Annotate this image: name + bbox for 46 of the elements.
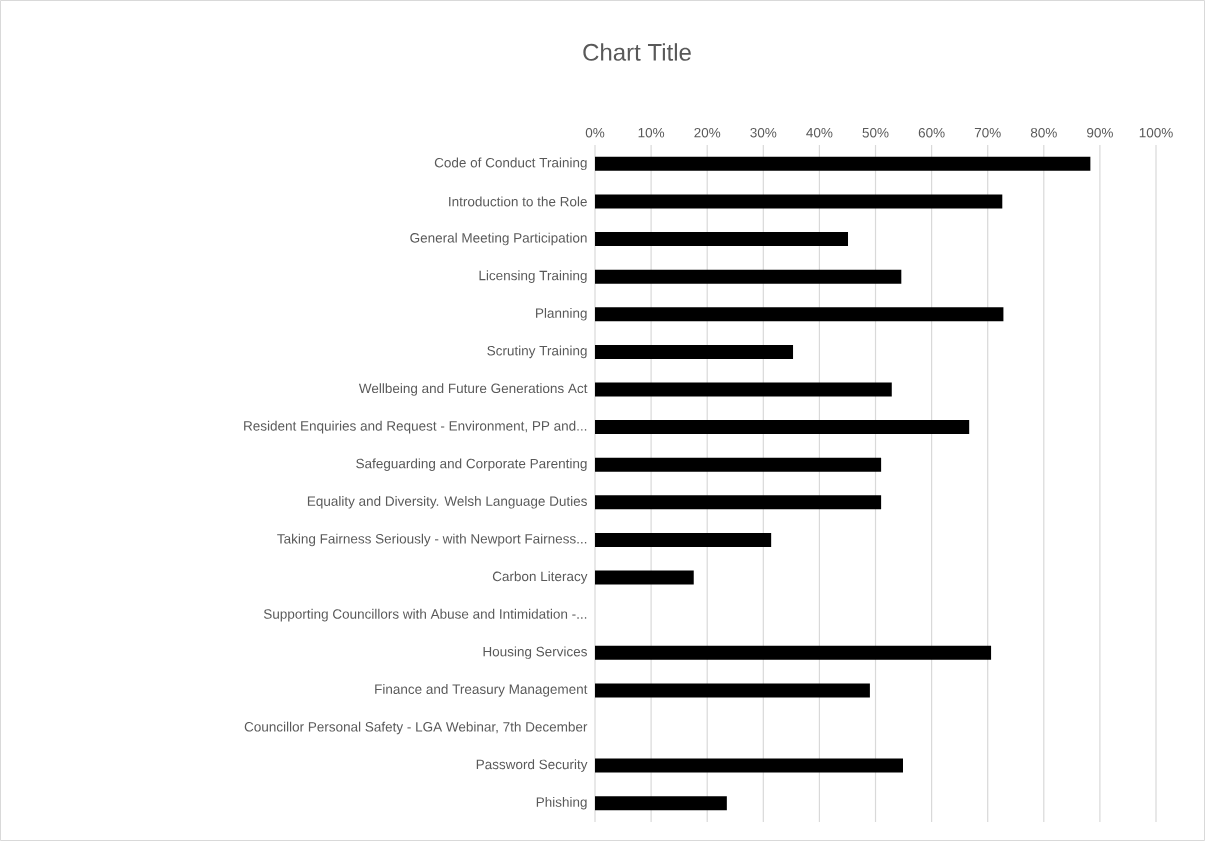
bar xyxy=(595,495,882,510)
x-tick-label: 0% xyxy=(585,127,605,138)
y-tick-label: Equality and Diversity. Welsh Language Duties xyxy=(307,496,587,509)
bar xyxy=(595,796,727,811)
y-tick-label: Planning xyxy=(536,307,587,321)
y-tick-label: General Meeting Participation xyxy=(410,232,587,246)
bar xyxy=(595,570,694,585)
bar xyxy=(595,758,903,773)
x-tick-label: 40% xyxy=(806,127,833,138)
bar xyxy=(595,194,1003,209)
y-tick-label: Taking Fairness Seriously - with Newport Fairness... xyxy=(277,533,587,547)
x-tick-label: 80% xyxy=(1030,127,1057,138)
y-tick-label: Licensing Training xyxy=(479,270,587,283)
x-tick-label: 60% xyxy=(918,127,945,138)
bar xyxy=(595,683,870,698)
bar xyxy=(595,344,794,359)
y-tick-label: Code of Conduct Training xyxy=(434,157,587,171)
x-tick-label: 20% xyxy=(694,127,721,138)
y-tick-label: Wellbeing and Future Generations Act xyxy=(358,383,588,396)
bar xyxy=(595,645,992,660)
y-tick-label: Introduction to the Role xyxy=(449,196,587,207)
y-tick-label: Scrutiny Training xyxy=(487,345,587,359)
x-tick-label: 30% xyxy=(750,127,777,138)
bar xyxy=(595,156,1091,171)
y-tick-label: Password Security xyxy=(476,759,588,772)
y-tick-label: Carbon Literacy xyxy=(492,571,588,584)
bar xyxy=(595,382,892,397)
x-tick-label: 50% xyxy=(862,127,889,138)
y-tick-label: Resident Enquiries and Request - Environment, PP and... xyxy=(244,420,587,434)
chart-title: Chart Title xyxy=(583,43,691,61)
y-tick-label: Housing Services xyxy=(483,646,587,660)
y-tick-label: Safeguarding and Corporate Parenting xyxy=(356,458,587,471)
y-tick-label: Councillor Personal Safety - LGA Webinar, 7th December xyxy=(244,721,588,735)
bar xyxy=(595,269,902,284)
bar xyxy=(595,420,970,435)
y-tick-label: Supporting Councillors with Abuse and Intimidation -... xyxy=(263,608,587,622)
x-tick-label: 100% xyxy=(1139,127,1173,138)
x-tick-label: 70% xyxy=(974,127,1001,138)
bar xyxy=(595,307,1004,322)
x-tick-label: 10% xyxy=(638,127,665,138)
x-tick-label: 90% xyxy=(1087,127,1113,138)
bar xyxy=(595,532,772,547)
bar xyxy=(595,457,882,472)
bar xyxy=(595,232,849,247)
y-tick-label: Phishing xyxy=(536,796,587,810)
y-tick-label: Finance and Treasury Management xyxy=(375,684,588,697)
